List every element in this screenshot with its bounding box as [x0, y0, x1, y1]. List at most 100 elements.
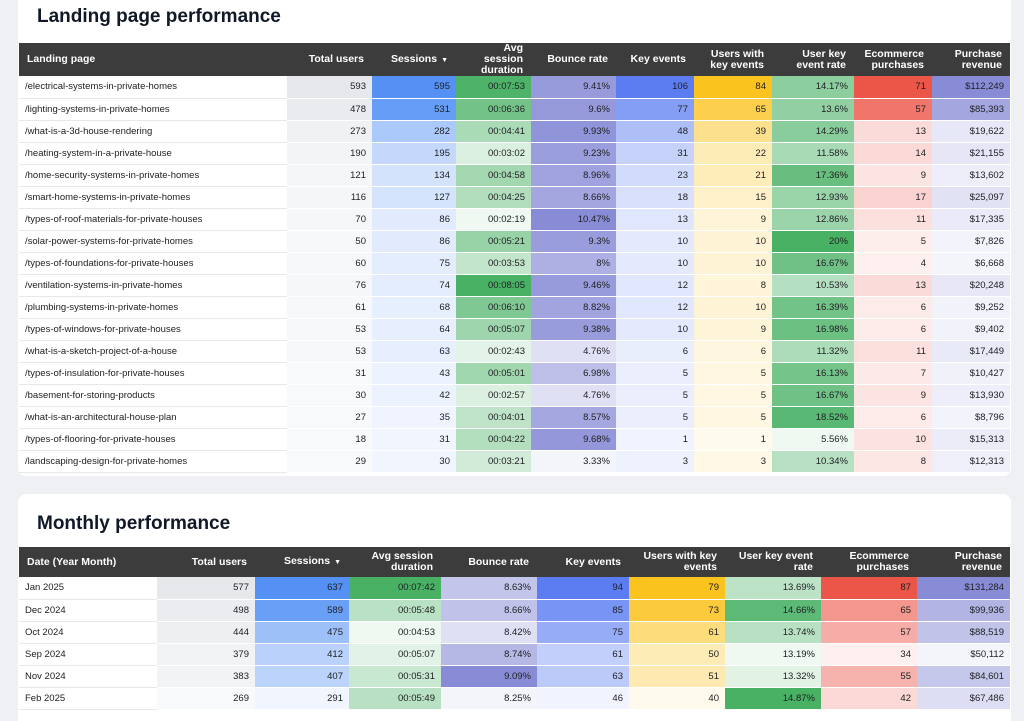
purchase-revenue-cell: $131,284: [917, 577, 1010, 600]
table-row[interactable]: /plumbing-systems-in-private-homes 61 68 00…: [19, 296, 1010, 319]
user-key-event-rate-cell: 16.67%: [772, 384, 854, 407]
avg-session-duration-cell: 00:02:43: [456, 340, 531, 363]
col-header-users-with-key-events[interactable]: Users with key events: [629, 547, 725, 577]
avg-session-duration-cell: 00:04:01: [456, 406, 531, 429]
col-header-user-key-event-rate[interactable]: User key event rate: [772, 43, 854, 76]
users-with-key-events-cell: 5: [694, 384, 772, 407]
key-events-cell: 61: [537, 643, 629, 666]
table-row[interactable]: /types-of-windows-for-private-houses 53 64…: [19, 318, 1010, 341]
col-header-purchase-revenue[interactable]: Purchase revenue: [932, 43, 1010, 76]
col-header-purchase-revenue[interactable]: Purchase revenue: [917, 547, 1010, 577]
col-header-key-events[interactable]: Key events: [616, 43, 694, 76]
table-row[interactable]: /solar-power-systems-for-private-homes 50…: [19, 230, 1010, 253]
table-row[interactable]: Feb 2025 269 291 00:05:49 8.25% 46 40 14.87% 42 $…: [19, 687, 1010, 710]
col-header-avg-session-duration[interactable]: Avg session duration: [456, 43, 531, 76]
table-row[interactable]: /types-of-roof-materials-for-private-hou…: [19, 208, 1010, 231]
sessions-cell: 195: [372, 142, 456, 165]
avg-session-duration-cell: 00:05:49: [349, 687, 441, 710]
table-row[interactable]: /what-is-a-sketch-project-of-a-house 53 63…: [19, 340, 1010, 363]
user-key-event-rate-cell: 16.67%: [772, 252, 854, 275]
table-header-row: Date (Year Month) Total users Sessions ▼ …: [19, 547, 1010, 577]
avg-session-duration-cell: 00:02:19: [456, 208, 531, 231]
key-events-cell: 94: [537, 577, 629, 600]
users-with-key-events-cell: 65: [694, 98, 772, 121]
users-with-key-events-cell: 10: [694, 230, 772, 253]
date-cell: Sep 2024: [19, 643, 157, 666]
users-with-key-events-cell: 39: [694, 120, 772, 143]
table-row[interactable]: /ventilation-systems-in-private-homes 76 7…: [19, 274, 1010, 297]
avg-session-duration-cell: 00:04:58: [456, 164, 531, 187]
sort-desc-icon: ▼: [334, 559, 341, 566]
sessions-cell: 475: [255, 621, 349, 644]
col-header-date-year-month[interactable]: Date (Year Month): [19, 547, 157, 577]
total-users-cell: 121: [287, 164, 372, 187]
bounce-rate-cell: 8.66%: [531, 186, 616, 209]
table-row[interactable]: Jan 2025 577 637 00:07:42 8.63% 94 79 13.69% 87 $…: [19, 577, 1010, 600]
total-users-cell: 53: [287, 318, 372, 341]
table-row[interactable]: /what-is-a-3d-house-rendering 273 282 00:04…: [19, 120, 1010, 143]
col-header-sessions[interactable]: Sessions ▼: [372, 43, 456, 76]
total-users-cell: 593: [287, 76, 372, 99]
table-row[interactable]: Sep 2024 379 412 00:05:07 8.74% 61 50 13.19% 34 $…: [19, 643, 1010, 666]
col-header-users-with-key-events[interactable]: Users with key events: [694, 43, 772, 76]
table-row[interactable]: /landscaping-design-for-private-homes 29 3…: [19, 450, 1010, 473]
col-header-avg-session-duration[interactable]: Avg session duration: [349, 547, 441, 577]
ecommerce-purchases-cell: 34: [821, 643, 917, 666]
landing-page-cell: /home-security-systems-in-private-homes: [19, 164, 287, 187]
col-header-user-key-event-rate[interactable]: User key event rate: [725, 547, 821, 577]
ecommerce-purchases-cell: 10: [854, 428, 932, 451]
landing-page-cell: /types-of-foundations-for-private-houses: [19, 252, 287, 275]
col-header-ecommerce-purchases[interactable]: Ecommerce purchases: [854, 43, 932, 76]
purchase-revenue-cell: $25,097: [932, 186, 1010, 209]
col-header-key-events[interactable]: Key events: [537, 547, 629, 577]
table-row[interactable]: /lighting-systems-in-private-homes 478 531…: [19, 98, 1010, 121]
table-row[interactable]: /types-of-insulation-for-private-houses 3…: [19, 362, 1010, 385]
user-key-event-rate-cell: 13.69%: [725, 577, 821, 600]
purchase-revenue-cell: $9,252: [932, 296, 1010, 319]
col-header-total-users[interactable]: Total users: [157, 547, 255, 577]
table-row[interactable]: /heating-system-in-a-private-house 190 195…: [19, 142, 1010, 165]
avg-session-duration-cell: 00:04:41: [456, 120, 531, 143]
landing-page-cell: /smart-home-systems-in-private-homes: [19, 186, 287, 209]
col-header-ecommerce-purchases[interactable]: Ecommerce purchases: [821, 547, 917, 577]
col-header-sessions[interactable]: Sessions ▼: [255, 547, 349, 577]
table-row[interactable]: Nov 2024 383 407 00:05:31 9.09% 63 51 13.32% 55 $…: [19, 665, 1010, 688]
table-row[interactable]: /electrical-systems-in-private-homes 593 5…: [19, 76, 1010, 99]
bounce-rate-cell: 10.47%: [531, 208, 616, 231]
table-row[interactable]: /types-of-flooring-for-private-houses 18 3…: [19, 428, 1010, 451]
table-row[interactable]: /home-security-systems-in-private-homes 1…: [19, 164, 1010, 187]
ecommerce-purchases-cell: 57: [821, 621, 917, 644]
table-row[interactable]: Dec 2024 498 589 00:05:48 8.66% 85 73 14.66% 65 $…: [19, 599, 1010, 622]
users-with-key-events-cell: 10: [694, 296, 772, 319]
table-row[interactable]: Oct 2024 444 475 00:04:53 8.42% 75 61 13.74% 57 $…: [19, 621, 1010, 644]
total-users-cell: 577: [157, 577, 255, 600]
table-row[interactable]: /what-is-an-architectural-house-plan 27 35…: [19, 406, 1010, 429]
key-events-cell: 85: [537, 599, 629, 622]
avg-session-duration-cell: 00:04:25: [456, 186, 531, 209]
monthly-table: Date (Year Month) Total users Sessions ▼ …: [19, 547, 1010, 710]
sessions-cell: 127: [372, 186, 456, 209]
total-users-cell: 269: [157, 687, 255, 710]
key-events-cell: 6: [616, 340, 694, 363]
table-row[interactable]: /smart-home-systems-in-private-homes 116 1…: [19, 186, 1010, 209]
table-row[interactable]: /basement-for-storing-products 30 42 00:02:…: [19, 384, 1010, 407]
user-key-event-rate-cell: 16.39%: [772, 296, 854, 319]
users-with-key-events-cell: 50: [629, 643, 725, 666]
table-row[interactable]: /types-of-foundations-for-private-houses…: [19, 252, 1010, 275]
col-header-landing-page[interactable]: Landing page: [19, 43, 287, 76]
col-header-bounce-rate[interactable]: Bounce rate: [531, 43, 616, 76]
date-cell: Feb 2025: [19, 687, 157, 710]
users-with-key-events-cell: 9: [694, 208, 772, 231]
col-header-bounce-rate[interactable]: Bounce rate: [441, 547, 537, 577]
purchase-revenue-cell: $67,486: [917, 687, 1010, 710]
bounce-rate-cell: 9.46%: [531, 274, 616, 297]
avg-session-duration-cell: 00:03:53: [456, 252, 531, 275]
col-header-total-users[interactable]: Total users: [287, 43, 372, 76]
avg-session-duration-cell: 00:04:22: [456, 428, 531, 451]
purchase-revenue-cell: $13,930: [932, 384, 1010, 407]
key-events-cell: 5: [616, 384, 694, 407]
purchase-revenue-cell: $84,601: [917, 665, 1010, 688]
total-users-cell: 273: [287, 120, 372, 143]
landing-page-performance-title: Landing page performance: [37, 6, 281, 27]
ecommerce-purchases-cell: 6: [854, 296, 932, 319]
